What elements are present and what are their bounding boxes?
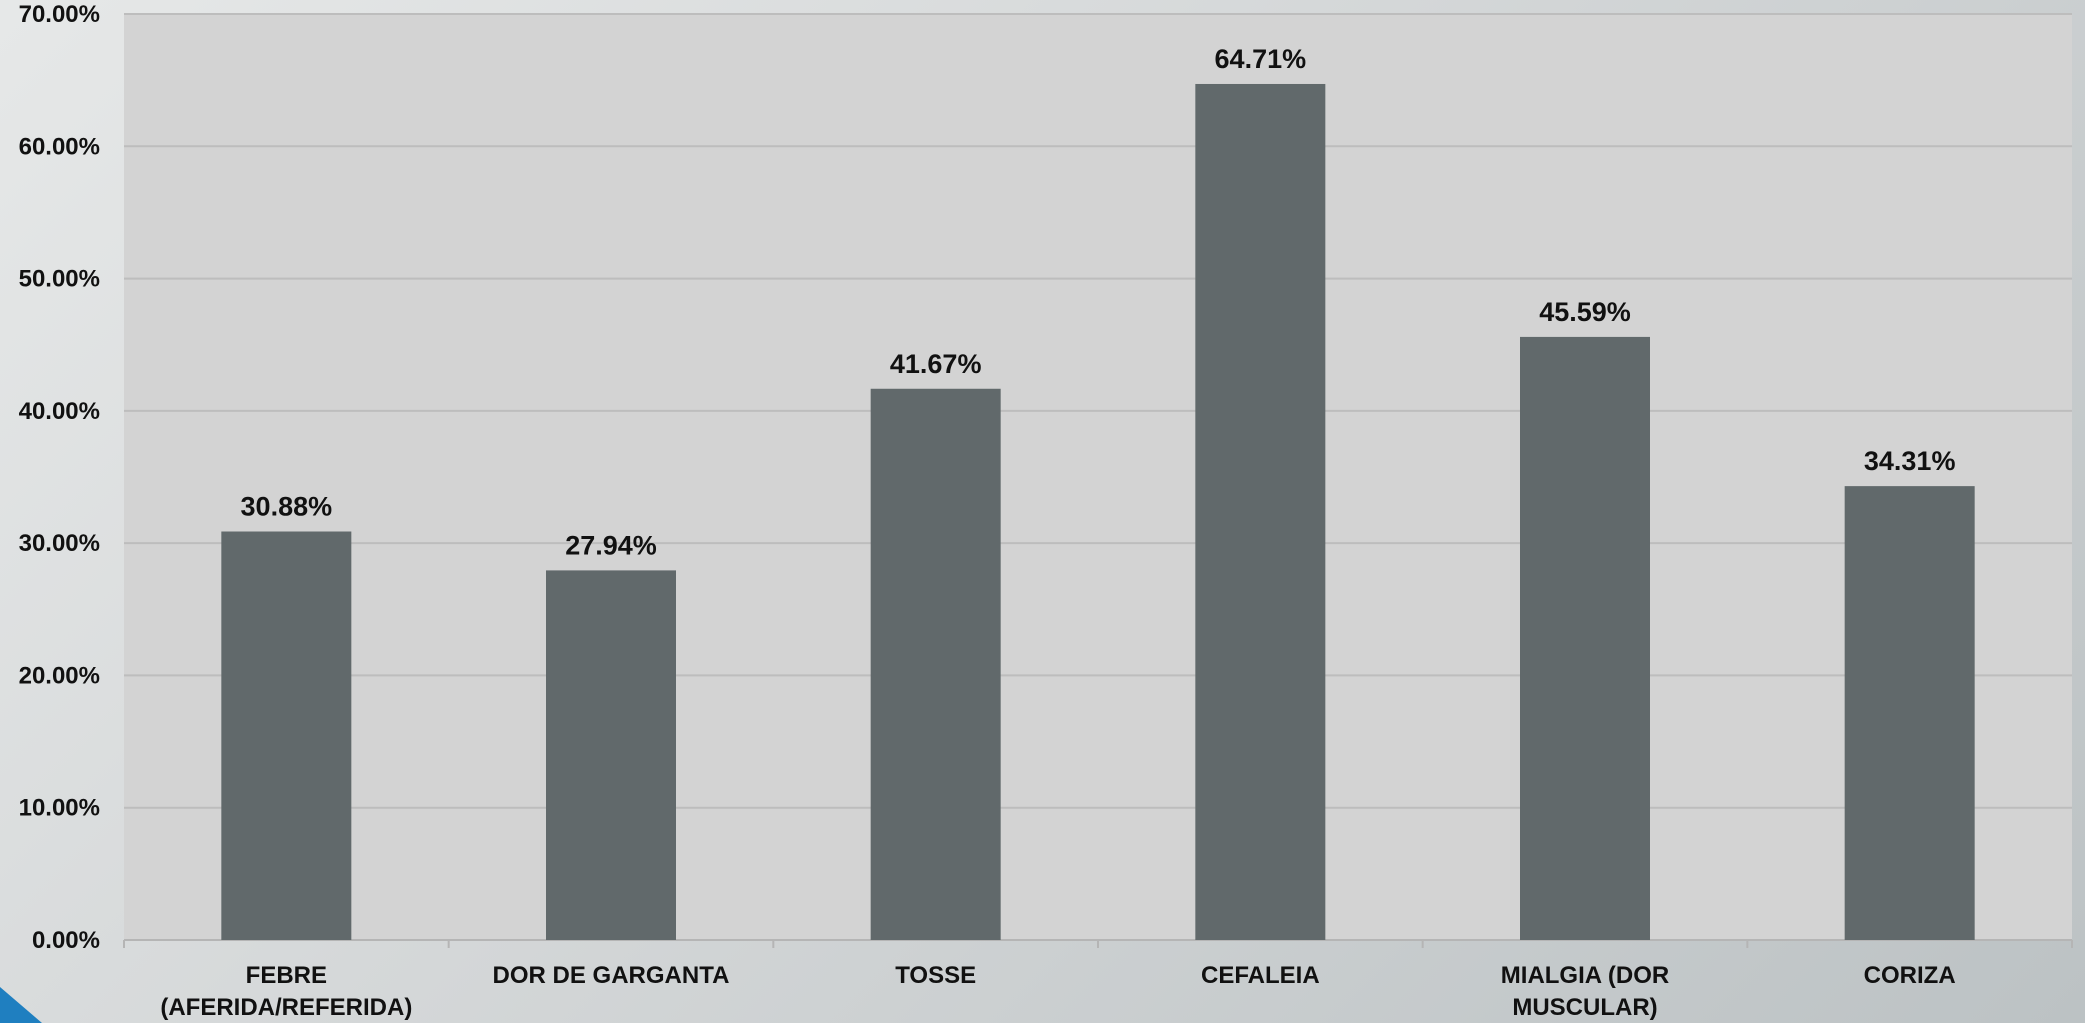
category-label: MIALGIA (DOR MUSCULAR) [1501, 962, 1669, 1021]
bar [1520, 336, 1650, 940]
y-tick-label: 40.00% [19, 398, 100, 425]
bar [1844, 486, 1975, 940]
data-labels: 30.88% 27.94% 41.67% 64.71% 45.59% 34.31% [241, 44, 1956, 560]
y-tick-label: 70.00% [19, 1, 100, 28]
data-label: 27.94% [565, 530, 657, 560]
x-axis-tick-marks [123, 940, 2073, 948]
y-tick-label: 0.00% [32, 927, 100, 954]
data-label: 45.59% [1539, 297, 1631, 327]
y-axis-ticks: 0.00% 10.00% 20.00% 30.00% 40.00% 50.00% 60.00… [19, 1, 100, 954]
y-tick-label: 20.00% [19, 662, 100, 689]
category-label: FEBRE (AFERIDA/REFERIDA) [160, 962, 412, 1021]
y-tick-label: 50.00% [19, 266, 100, 293]
data-label: 34.31% [1864, 446, 1956, 476]
plot-area [124, 14, 2072, 940]
data-label: 41.67% [890, 349, 982, 379]
category-label: CORIZA [1864, 962, 1956, 989]
data-label: 64.71% [1215, 44, 1307, 74]
bars [221, 83, 1975, 941]
gridlines [124, 13, 2072, 809]
y-tick-label: 60.00% [19, 133, 100, 160]
bar [1195, 83, 1326, 941]
y-tick-label: 10.00% [19, 795, 100, 822]
bar [870, 388, 1001, 940]
category-label: CEFALEIA [1201, 962, 1320, 989]
y-tick-label: 30.00% [19, 530, 100, 557]
bar [546, 570, 676, 940]
category-label: DOR DE GARGANTA [493, 962, 730, 989]
bar [221, 531, 352, 940]
corner-accent-shape [0, 987, 42, 1023]
category-label: TOSSE [895, 962, 976, 989]
data-label: 30.88% [241, 492, 333, 522]
category-labels: FEBRE (AFERIDA/REFERIDA) DOR DE GARGANTA TO… [160, 962, 1955, 1021]
